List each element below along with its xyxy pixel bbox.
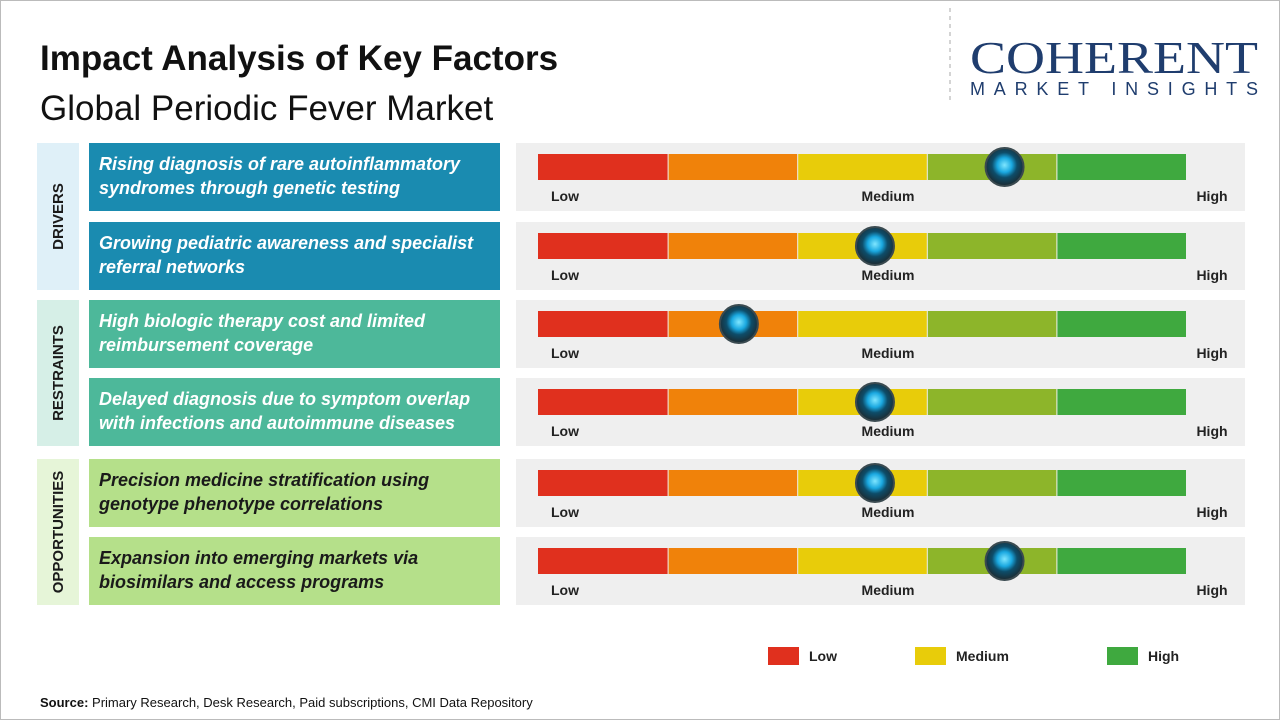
factor-text: Precision medicine stratification using g… [98, 470, 429, 514]
scale-low: Low [551, 582, 579, 598]
logo-tagline: MARKET INSIGHTS [970, 79, 1258, 99]
impact-knob [984, 541, 1025, 581]
scale-high: High [1196, 267, 1227, 283]
factor-text: Rising diagnosis of rare autoinflammator… [99, 154, 461, 198]
factor-text: Expansion into emerging markets via biosi… [99, 548, 418, 592]
scale-segment [538, 154, 668, 180]
source-label: Source: [40, 695, 88, 710]
scale-medium: Medium [862, 188, 915, 204]
impact-knob [854, 382, 895, 422]
factor-box [89, 459, 500, 527]
factor-box [89, 222, 500, 290]
legend-swatch [915, 647, 946, 665]
legend-swatch [768, 647, 799, 665]
scale-segment [1057, 548, 1186, 574]
scale-medium: Medium [862, 423, 915, 439]
factor-box [89, 143, 500, 211]
factor-text: Growing pediatric awareness and speciali… [99, 233, 474, 277]
scale-segment [538, 233, 668, 259]
scale-segment [798, 548, 927, 574]
scale-segment [538, 470, 668, 496]
scale-low: Low [551, 188, 579, 204]
scale-medium: Medium [862, 504, 915, 520]
scale-segment [1057, 154, 1186, 180]
factor-text: Delayed diagnosis due to symptom overlap… [99, 389, 470, 433]
subtitle: Global Periodic Fever Market [40, 89, 493, 128]
group-band [37, 143, 79, 290]
scale-high: High [1196, 423, 1227, 439]
scale-segment [927, 311, 1057, 337]
group-label: RESTRAINTS [50, 325, 67, 421]
impact-knob [984, 147, 1025, 187]
scale-segment [668, 389, 798, 415]
scale-high: High [1196, 582, 1227, 598]
rows: DRIVERS Rising diagnosis of rare autoinfl… [37, 143, 1245, 605]
scale-segment [1057, 233, 1186, 259]
scale-segment [538, 389, 668, 415]
legend: Low Medium High [768, 647, 1179, 665]
group-band [37, 459, 79, 605]
scale-segment [1057, 389, 1186, 415]
scale-segment [668, 154, 798, 180]
group-label: OPPORTUNITIES [50, 471, 67, 594]
group-band [37, 300, 79, 446]
group-label: DRIVERS [50, 183, 67, 250]
scale-segment [668, 470, 798, 496]
impact-knob [854, 463, 895, 503]
factor-box [89, 300, 500, 368]
legend-label: High [1148, 648, 1179, 664]
scale-segment [927, 233, 1057, 259]
impact-knob [854, 226, 895, 266]
logo-name: COHERENT [970, 32, 1258, 83]
scale-segment [927, 470, 1057, 496]
scale-segment [538, 548, 668, 574]
scale-segment [798, 154, 927, 180]
scale-low: Low [551, 504, 579, 520]
scale-segment [668, 548, 798, 574]
scale-medium: Medium [862, 267, 915, 283]
source: Source: Primary Research, Desk Research,… [40, 695, 533, 710]
scale-low: Low [551, 345, 579, 361]
source-text: Primary Research, Desk Research, Paid su… [92, 695, 533, 710]
factor-box [89, 378, 500, 446]
scale-segment [668, 233, 798, 259]
scale-medium: Medium [862, 582, 915, 598]
factor-box [89, 537, 500, 605]
impact-knob [718, 304, 759, 344]
legend-swatch [1107, 647, 1138, 665]
scale-segment [1057, 311, 1186, 337]
scale-low: Low [551, 267, 579, 283]
scale-low: Low [551, 423, 579, 439]
scale-high: High [1196, 345, 1227, 361]
legend-label: Low [809, 648, 837, 664]
scale-medium: Medium [862, 345, 915, 361]
scale-high: High [1196, 188, 1227, 204]
scale-segment [1057, 470, 1186, 496]
scale-segment [538, 311, 668, 337]
scale-high: High [1196, 504, 1227, 520]
legend-label: Medium [956, 648, 1009, 664]
factor-text: High biologic therapy cost and limited re… [99, 311, 426, 355]
scale-segment [927, 389, 1057, 415]
title: Impact Analysis of Key Factors [40, 39, 558, 78]
scale-segment [798, 311, 927, 337]
